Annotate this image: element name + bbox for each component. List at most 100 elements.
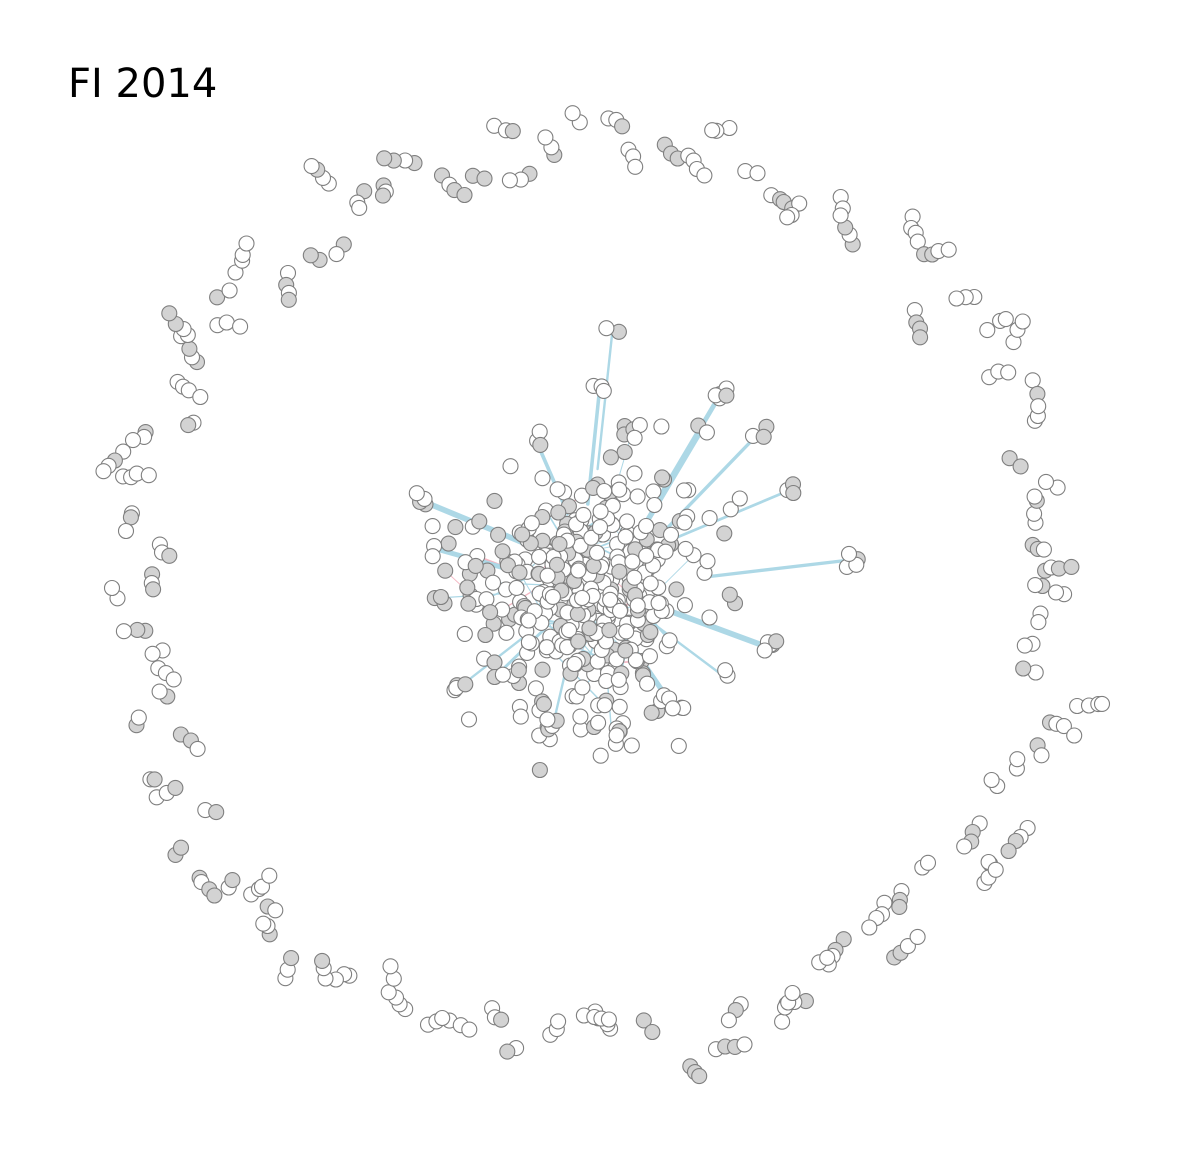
network-node	[664, 700, 681, 717]
network-node	[840, 545, 858, 562]
network-node	[180, 417, 197, 434]
network-node	[596, 697, 613, 714]
network-node	[535, 696, 552, 713]
network-node	[638, 517, 655, 535]
network-node	[206, 887, 223, 904]
network-node	[575, 506, 592, 523]
network-node	[635, 1012, 652, 1029]
network-node	[629, 597, 646, 614]
network-node	[583, 529, 600, 546]
network-node	[595, 382, 612, 399]
network-node	[151, 683, 168, 700]
network-node	[791, 195, 808, 212]
network-node	[819, 949, 836, 966]
network-node	[280, 291, 297, 308]
network-node	[785, 484, 802, 502]
network-node	[1012, 458, 1029, 475]
network-node	[548, 556, 566, 573]
network-node	[117, 522, 135, 540]
network-node	[303, 158, 320, 175]
network-node	[493, 1011, 510, 1028]
network-node	[642, 623, 659, 640]
network-node	[1037, 473, 1055, 490]
network-node	[103, 579, 121, 597]
network-node	[129, 621, 146, 638]
network-node	[471, 513, 488, 530]
network-node	[611, 481, 628, 498]
network-node	[351, 199, 368, 216]
network-node	[756, 642, 773, 659]
network-node	[721, 119, 738, 137]
network-node	[328, 246, 345, 263]
network-node	[531, 761, 548, 779]
network-node	[218, 314, 235, 331]
network-node	[408, 485, 425, 502]
network-node	[701, 510, 718, 527]
network-node	[504, 123, 521, 140]
network-node	[1026, 488, 1043, 505]
network-node	[424, 518, 441, 535]
network-node	[956, 838, 973, 855]
network-node	[574, 679, 591, 696]
network-node	[940, 241, 957, 258]
network-node	[642, 575, 659, 592]
network-node	[208, 804, 225, 821]
network-node	[238, 235, 255, 252]
figure-title: FI 2014	[68, 61, 218, 107]
network-node	[539, 567, 556, 584]
network-node	[641, 648, 658, 665]
network-node	[460, 711, 478, 728]
network-node	[539, 711, 556, 728]
network-edge	[706, 558, 852, 579]
network-node	[1093, 695, 1111, 712]
network-node	[755, 428, 772, 445]
network-node	[601, 622, 618, 639]
network-node	[912, 329, 929, 346]
network-node	[675, 482, 693, 499]
network-node	[457, 676, 474, 693]
network-node	[1033, 747, 1050, 764]
network-node	[919, 854, 937, 871]
network-node	[614, 118, 631, 135]
network-node	[537, 129, 554, 146]
network-node	[608, 727, 625, 744]
network-node	[122, 509, 139, 526]
network-node	[585, 557, 602, 574]
network-node	[508, 579, 525, 596]
network-node	[731, 490, 748, 507]
network-node	[699, 553, 716, 570]
network-node	[987, 861, 1004, 878]
network-node	[302, 247, 319, 264]
network-node	[538, 639, 555, 656]
network-node	[624, 553, 641, 570]
network-node	[499, 557, 516, 574]
network-node	[560, 622, 578, 639]
network-node	[1000, 364, 1017, 381]
network-node	[644, 1023, 661, 1041]
network-node	[192, 388, 209, 406]
network-node	[774, 1013, 791, 1030]
network-node	[1026, 505, 1043, 522]
network-node	[494, 666, 511, 683]
network-node	[550, 1013, 567, 1030]
network-node	[476, 170, 493, 187]
network-node	[374, 187, 392, 204]
network-node	[167, 779, 184, 796]
network-node	[618, 623, 635, 640]
network-node	[1030, 614, 1047, 631]
network-node	[520, 612, 537, 629]
network-node	[253, 878, 271, 895]
network-node	[1016, 637, 1033, 654]
network-node	[460, 595, 477, 612]
network-node	[997, 311, 1014, 328]
network-node	[909, 233, 926, 250]
network-node	[983, 771, 1000, 789]
network-node	[376, 150, 393, 167]
network-node	[602, 449, 619, 466]
network-node	[146, 771, 163, 788]
network-node	[721, 586, 738, 603]
network-node	[494, 543, 511, 560]
network-node	[661, 632, 678, 649]
network-node	[701, 609, 718, 626]
network-node	[1015, 660, 1032, 677]
